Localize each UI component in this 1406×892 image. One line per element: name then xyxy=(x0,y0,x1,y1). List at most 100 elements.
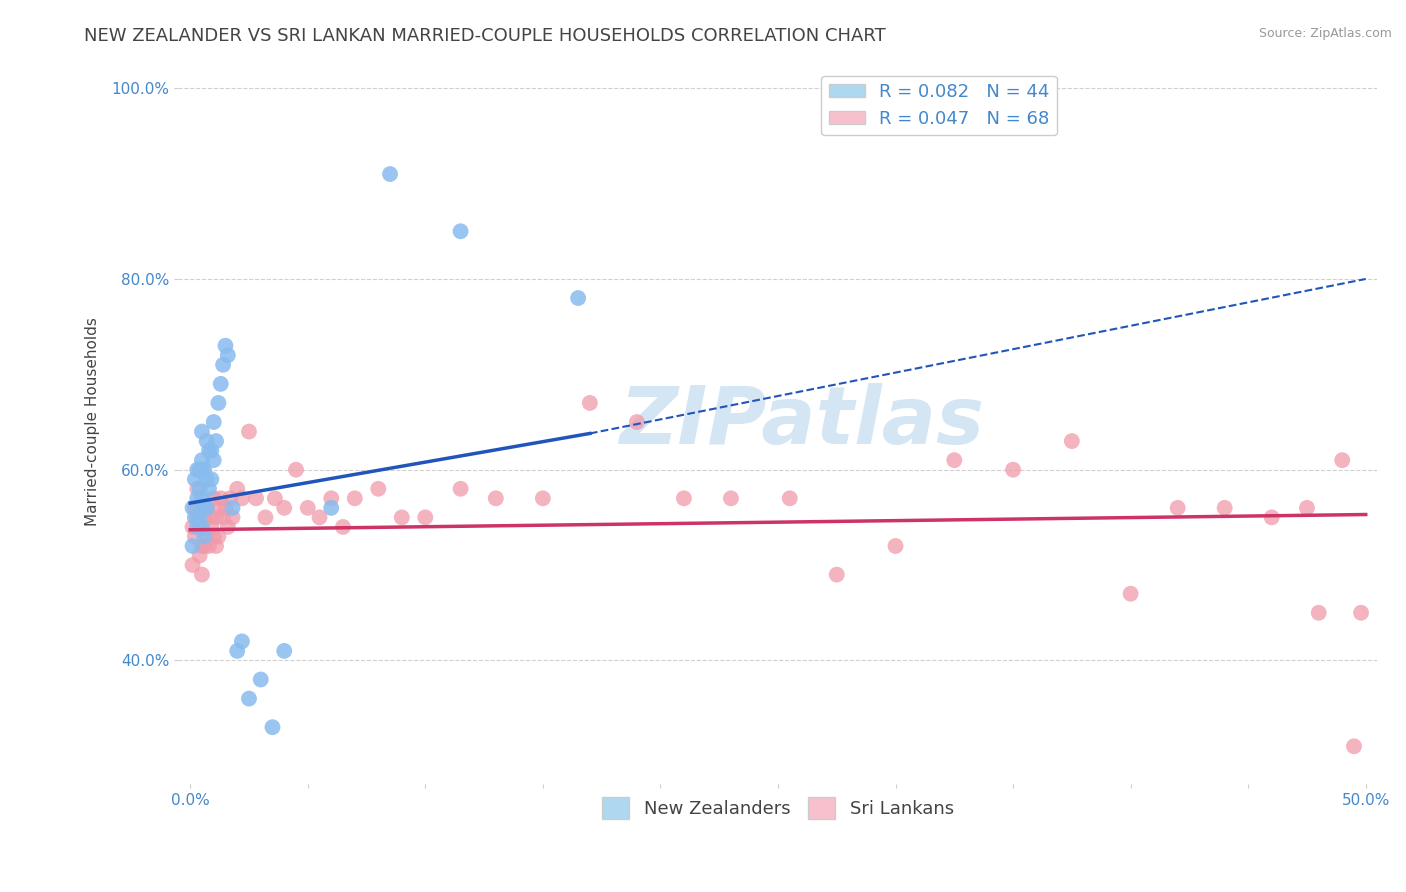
Point xyxy=(191,453,214,467)
Point xyxy=(205,539,228,553)
Point xyxy=(191,463,214,477)
Point xyxy=(262,720,284,734)
Point xyxy=(391,510,413,524)
Point xyxy=(413,510,436,524)
Text: ZIPatlas: ZIPatlas xyxy=(620,383,984,461)
Point xyxy=(198,539,221,553)
Point xyxy=(207,500,229,515)
Point xyxy=(825,567,848,582)
Point xyxy=(193,529,215,543)
Point xyxy=(231,634,253,648)
Point xyxy=(450,224,472,238)
Point xyxy=(202,415,225,429)
Point xyxy=(1260,510,1282,524)
Point xyxy=(531,491,554,506)
Point xyxy=(343,491,366,506)
Point xyxy=(188,520,211,534)
Point xyxy=(226,482,249,496)
Text: NEW ZEALANDER VS SRI LANKAN MARRIED-COUPLE HOUSEHOLDS CORRELATION CHART: NEW ZEALANDER VS SRI LANKAN MARRIED-COUP… xyxy=(84,27,886,45)
Point xyxy=(485,491,508,506)
Point xyxy=(221,500,243,515)
Point xyxy=(217,520,239,534)
Point xyxy=(191,539,214,553)
Point xyxy=(184,510,207,524)
Point xyxy=(198,482,221,496)
Point xyxy=(191,567,214,582)
Point xyxy=(184,472,207,486)
Point xyxy=(188,482,211,496)
Point xyxy=(263,491,285,506)
Y-axis label: Married-couple Households: Married-couple Households xyxy=(86,318,100,526)
Point xyxy=(273,500,295,515)
Point xyxy=(195,472,218,486)
Point xyxy=(212,358,235,372)
Point xyxy=(193,463,215,477)
Point xyxy=(567,291,589,305)
Point xyxy=(626,415,648,429)
Point xyxy=(720,491,742,506)
Point xyxy=(231,491,253,506)
Point xyxy=(184,529,207,543)
Point xyxy=(207,396,229,410)
Point xyxy=(195,500,218,515)
Point xyxy=(254,510,277,524)
Point xyxy=(209,491,232,506)
Point xyxy=(195,434,218,448)
Point xyxy=(367,482,389,496)
Text: Source: ZipAtlas.com: Source: ZipAtlas.com xyxy=(1258,27,1392,40)
Point xyxy=(205,510,228,524)
Point xyxy=(193,510,215,524)
Point xyxy=(181,520,204,534)
Point xyxy=(779,491,801,506)
Point xyxy=(195,529,218,543)
Point xyxy=(181,539,204,553)
Point xyxy=(188,510,211,524)
Point xyxy=(378,167,401,181)
Point xyxy=(214,339,236,353)
Point xyxy=(1350,606,1372,620)
Point xyxy=(193,539,215,553)
Point xyxy=(1308,606,1330,620)
Point xyxy=(202,453,225,467)
Point xyxy=(297,500,319,515)
Point xyxy=(221,510,243,524)
Point xyxy=(219,491,242,506)
Point xyxy=(450,482,472,496)
Point xyxy=(191,491,214,506)
Point xyxy=(202,491,225,506)
Point xyxy=(214,500,236,515)
Point xyxy=(202,529,225,543)
Point xyxy=(205,434,228,448)
Point xyxy=(273,644,295,658)
Point xyxy=(238,425,260,439)
Point xyxy=(1060,434,1083,448)
Point xyxy=(186,520,208,534)
Point xyxy=(249,673,271,687)
Point xyxy=(245,491,267,506)
Point xyxy=(1343,739,1365,754)
Point xyxy=(943,453,966,467)
Point xyxy=(226,644,249,658)
Point xyxy=(181,500,204,515)
Point xyxy=(186,510,208,524)
Point xyxy=(191,520,214,534)
Point xyxy=(200,443,222,458)
Point xyxy=(1119,587,1142,601)
Point xyxy=(200,472,222,486)
Point xyxy=(1331,453,1354,467)
Point xyxy=(209,376,232,391)
Point xyxy=(672,491,695,506)
Point xyxy=(198,510,221,524)
Point xyxy=(217,348,239,362)
Point xyxy=(198,443,221,458)
Point xyxy=(188,549,211,563)
Point xyxy=(188,463,211,477)
Point xyxy=(884,539,907,553)
Point xyxy=(321,500,343,515)
Point xyxy=(308,510,330,524)
Point xyxy=(200,520,222,534)
Point xyxy=(1002,463,1025,477)
Legend: New Zealanders, Sri Lankans: New Zealanders, Sri Lankans xyxy=(595,789,962,826)
Point xyxy=(1296,500,1319,515)
Point xyxy=(1167,500,1189,515)
